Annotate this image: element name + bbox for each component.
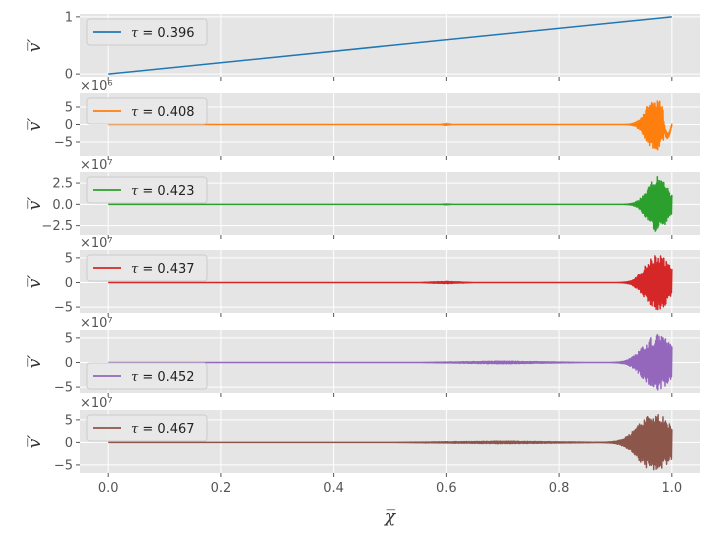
offset-text: ×10⁷ <box>80 396 113 411</box>
legend-symbol: τ <box>131 370 139 385</box>
y-tick-label: 1 <box>65 10 73 25</box>
y-tick-label: 0 <box>65 276 73 291</box>
legend-value: = 0.396 <box>138 26 194 41</box>
y-tick-label: 0 <box>65 356 73 371</box>
legend-value: = 0.408 <box>138 105 194 120</box>
legend-box <box>86 362 208 390</box>
legend-symbol: τ <box>131 422 139 437</box>
y-tick-label: 5 <box>65 251 73 266</box>
y-axis-label: v̅′ <box>25 435 45 449</box>
y-tick-label: 0.0 <box>52 198 73 213</box>
legend-label: τ = 0.452 <box>131 370 195 385</box>
legend-value: = 0.467 <box>138 422 194 437</box>
legend-label: τ = 0.437 <box>131 262 195 277</box>
offset-text: ×10⁷ <box>80 316 113 331</box>
y-axis-label: v̅′ <box>25 355 45 369</box>
y-tick-label: 0 <box>65 436 73 451</box>
panel-1: 0 1 v̅′ τ = 0.396 <box>25 10 700 83</box>
x-axis-label: χ̅ <box>384 507 397 527</box>
x-tick-label: 0.8 <box>549 481 570 496</box>
panel-5: 5 0 −5 ×10⁷ v̅′ τ = 0.452 <box>25 316 700 397</box>
x-tick-label: 0.6 <box>436 481 457 496</box>
y-tick-label: −2.5 <box>41 219 73 234</box>
y-tick-label: 5 <box>65 331 73 346</box>
y-axis-label: v̅′ <box>25 118 45 132</box>
offset-text: ×10⁷ <box>80 236 113 251</box>
legend-box <box>86 254 208 282</box>
x-tick-label: 0.4 <box>323 481 344 496</box>
panel-2: 5 0 −5 ×10⁶ v̅′ τ = 0.408 <box>25 79 700 160</box>
x-tick-label: 0.0 <box>98 481 119 496</box>
legend-label: τ = 0.467 <box>131 422 195 437</box>
series-line <box>107 176 673 232</box>
panel-4: 5 0 −5 ×10⁷ v̅′ τ = 0.437 <box>25 236 700 317</box>
legend-symbol: τ <box>131 26 139 41</box>
offset-text: ×10⁷ <box>80 158 113 173</box>
panel-3: 2.5 0.0 −2.5 ×10⁷ v̅′ τ = 0.423 <box>25 158 700 239</box>
series-line <box>108 16 672 75</box>
offset-text: ×10⁶ <box>80 79 113 94</box>
legend-symbol: τ <box>131 184 139 199</box>
y-tick-label: 5 <box>65 413 73 428</box>
y-tick-label: 5 <box>65 101 73 116</box>
series-line <box>107 255 673 311</box>
y-tick-label: 0 <box>65 68 73 83</box>
y-axis-label: v̅′ <box>25 39 45 53</box>
legend-box <box>86 18 208 46</box>
legend-box <box>86 97 208 125</box>
y-tick-label: −5 <box>54 301 73 316</box>
legend-value: = 0.437 <box>138 262 194 277</box>
panel-6: 5 0 −5 ×10⁷ v̅′ τ = 0.467 <box>25 396 700 477</box>
series-line <box>107 414 673 471</box>
y-tick-label: 2.5 <box>52 177 73 192</box>
legend-value: = 0.423 <box>138 184 194 199</box>
y-tick-label: −5 <box>54 136 73 151</box>
x-tick-label: 0.2 <box>211 481 232 496</box>
legend-label: τ = 0.408 <box>131 105 195 120</box>
legend-label: τ = 0.396 <box>131 26 195 41</box>
legend-label: τ = 0.423 <box>131 184 195 199</box>
legend-symbol: τ <box>131 105 139 120</box>
y-tick-label: −5 <box>54 381 73 396</box>
y-tick-label: −5 <box>54 458 73 473</box>
legend-box <box>86 176 208 204</box>
legend-value: = 0.452 <box>138 370 194 385</box>
x-tick-label: 1.0 <box>661 481 682 496</box>
y-axis-label: v̅′ <box>25 275 45 289</box>
legend-box <box>86 414 208 442</box>
series-line <box>107 333 673 391</box>
y-tick-label: 0 <box>65 118 73 133</box>
y-axis-label: v̅′ <box>25 197 45 211</box>
legend-symbol: τ <box>131 262 139 277</box>
